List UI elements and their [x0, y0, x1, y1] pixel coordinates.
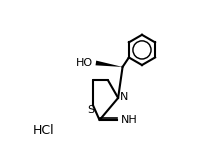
- Text: HO: HO: [76, 58, 94, 68]
- Text: NH: NH: [121, 115, 138, 125]
- Text: N: N: [120, 92, 128, 102]
- Polygon shape: [95, 61, 123, 67]
- Text: S: S: [88, 105, 95, 115]
- Text: HCl: HCl: [33, 124, 54, 137]
